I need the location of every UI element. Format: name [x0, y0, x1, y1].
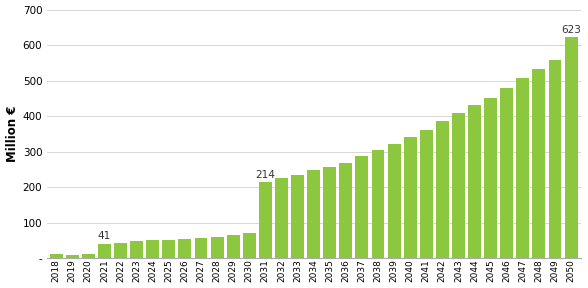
Bar: [243, 233, 256, 258]
Bar: [500, 88, 513, 258]
Text: 214: 214: [255, 170, 275, 180]
Bar: [259, 182, 272, 258]
Bar: [98, 244, 111, 258]
Bar: [484, 98, 497, 258]
Bar: [66, 255, 79, 258]
Bar: [50, 253, 62, 258]
Bar: [533, 69, 545, 258]
Bar: [275, 178, 288, 258]
Bar: [162, 240, 175, 258]
Bar: [130, 241, 143, 258]
Bar: [387, 144, 400, 258]
Bar: [356, 156, 368, 258]
Bar: [516, 78, 529, 258]
Bar: [211, 236, 223, 258]
Bar: [291, 175, 304, 258]
Bar: [82, 253, 95, 258]
Bar: [452, 113, 465, 258]
Text: 623: 623: [561, 25, 581, 35]
Bar: [114, 242, 127, 258]
Bar: [468, 105, 481, 258]
Bar: [307, 170, 320, 258]
Bar: [372, 150, 385, 258]
Bar: [323, 166, 336, 258]
Bar: [549, 60, 562, 258]
Bar: [339, 163, 352, 258]
Bar: [436, 122, 449, 258]
Y-axis label: Million €: Million €: [5, 106, 19, 162]
Bar: [146, 240, 159, 258]
Bar: [420, 130, 433, 258]
Bar: [404, 137, 417, 258]
Bar: [195, 238, 208, 258]
Bar: [227, 235, 239, 258]
Bar: [564, 37, 577, 258]
Text: 41: 41: [98, 232, 111, 241]
Bar: [179, 239, 191, 258]
